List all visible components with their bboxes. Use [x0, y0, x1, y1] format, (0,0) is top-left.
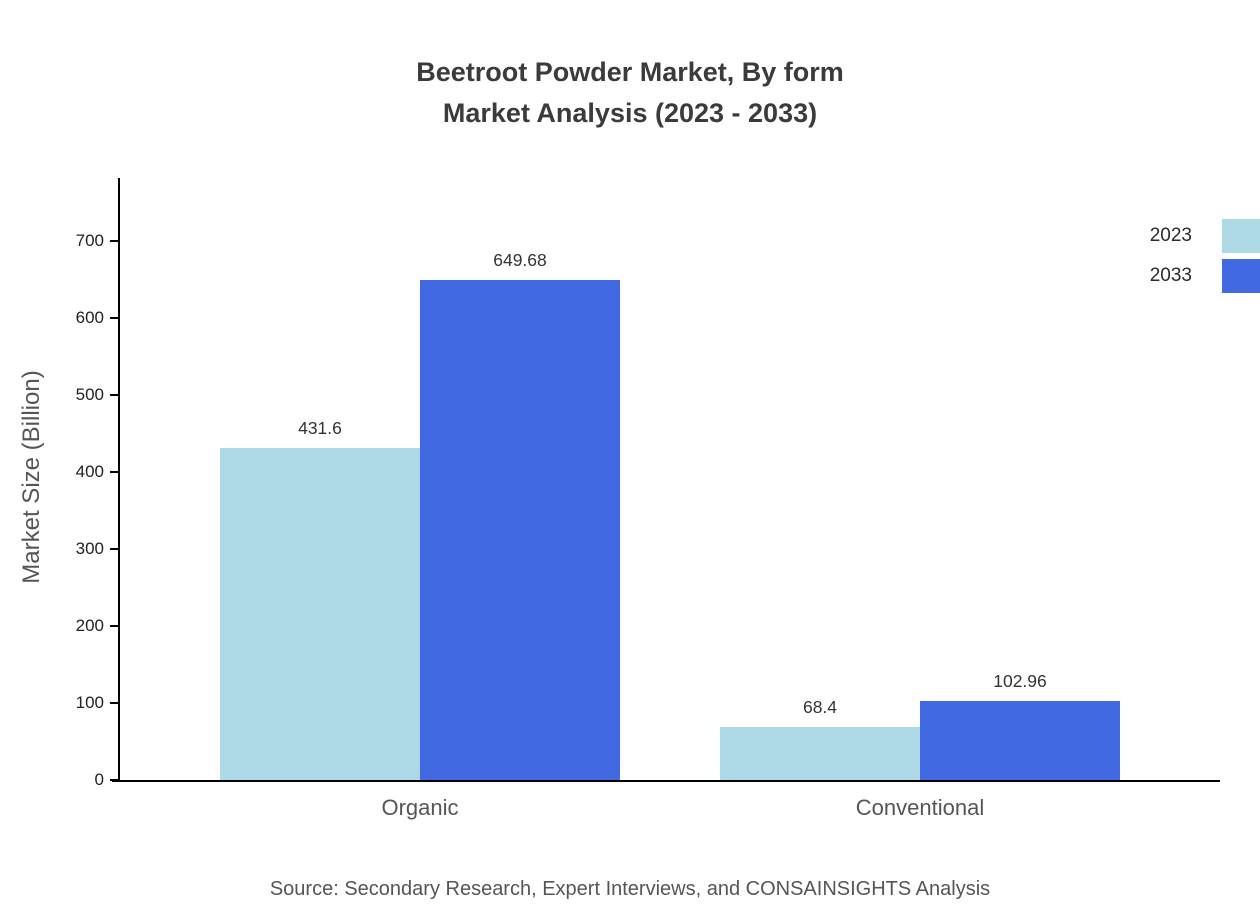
bar-value-label: 68.4: [802, 697, 838, 717]
y-tick-label: 0: [94, 770, 104, 789]
legend-label: 2023: [1149, 225, 1192, 246]
y-tick-label: 500: [75, 385, 104, 404]
x-category-label: Organic: [381, 795, 459, 820]
chart-title-line2: Market Analysis (2023 - 2033): [442, 98, 818, 128]
y-tick-label: 200: [75, 616, 104, 635]
y-tick-mark: [110, 625, 118, 627]
bar-value-label: 431.6: [298, 418, 342, 438]
bar-2023-organic: [220, 448, 420, 780]
legend-swatch: [1222, 259, 1260, 293]
y-tick-label: 700: [75, 231, 104, 250]
y-tick-mark: [110, 548, 118, 550]
y-tick-label: 400: [75, 462, 104, 481]
bar-value-label: 649.68: [493, 250, 547, 270]
y-tick-mark: [110, 702, 118, 704]
x-axis-line: [112, 780, 1220, 782]
legend-label: 2033: [1149, 265, 1192, 286]
bar-2023-conventional: [720, 727, 920, 780]
chart-title-line1: Beetroot Powder Market, By form: [416, 57, 844, 87]
y-tick-mark: [110, 471, 118, 473]
y-tick-label: 100: [75, 693, 104, 712]
legend-item: 2033: [1150, 258, 1260, 294]
y-tick-mark: [110, 317, 118, 319]
bar-value-label: 102.96: [993, 671, 1047, 691]
bar-2033-organic: [420, 280, 620, 780]
y-tick-mark: [110, 779, 118, 781]
source-text: Source: Secondary Research, Expert Inter…: [269, 878, 991, 900]
bar-2033-conventional: [920, 701, 1120, 780]
y-tick-label: 300: [75, 539, 104, 558]
legend: 2023 2033: [1150, 218, 1260, 298]
legend-item: 2023: [1150, 218, 1260, 254]
legend-swatch: [1222, 219, 1260, 253]
chart-title: Beetroot Powder Market, By form Market A…: [0, 52, 1260, 134]
x-category-label: Conventional: [855, 795, 985, 820]
y-tick-label: 600: [75, 308, 104, 327]
y-tick-mark: [110, 240, 118, 242]
y-tick-mark: [110, 394, 118, 396]
y-axis-line: [118, 178, 120, 782]
